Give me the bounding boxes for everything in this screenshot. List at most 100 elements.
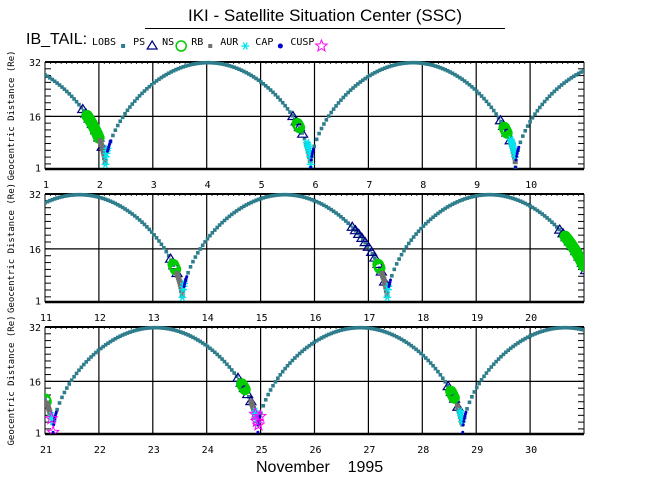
orbit-point	[482, 96, 486, 101]
orbit-point	[552, 89, 557, 94]
asterisk-stroke	[384, 293, 390, 302]
orbit-point	[385, 65, 389, 70]
orbit-point	[128, 105, 132, 109]
asterisk-stroke	[511, 149, 518, 158]
orbit-point	[268, 88, 273, 92]
orbit-point	[67, 92, 72, 96]
orbit-point	[421, 224, 426, 228]
orbit-point	[552, 222, 557, 227]
x-tick-label: 2	[97, 180, 103, 191]
asterisk-stroke	[242, 42, 248, 50]
orbit-point	[557, 227, 562, 232]
orbit-point	[525, 335, 530, 340]
event-markers	[45, 372, 468, 434]
orbit-point	[431, 215, 435, 220]
aur-point	[382, 281, 388, 287]
orbit-point	[280, 192, 285, 197]
orbit-point	[166, 71, 171, 76]
orbit-point	[392, 267, 397, 272]
orbit-point	[145, 326, 149, 330]
orbit-point	[205, 344, 210, 349]
orbit-point	[535, 331, 540, 335]
orbit-point	[285, 107, 290, 111]
x-tick-label: 1	[43, 180, 49, 191]
y-tick-label: 1	[35, 296, 41, 307]
cusp-dot-point	[514, 158, 518, 162]
orbit-point	[111, 133, 115, 138]
orbit-point	[229, 64, 234, 69]
x-tick-label: 25	[256, 445, 268, 456]
orbit-point	[382, 66, 387, 71]
orbit-point	[331, 107, 336, 111]
orbit-point	[521, 134, 525, 138]
cusp-dot-point	[461, 430, 465, 434]
orbit-point	[135, 328, 139, 332]
orbit-point	[307, 197, 312, 201]
orbit-point	[191, 259, 195, 264]
orbit-point	[164, 326, 169, 331]
orbit-point	[445, 205, 450, 209]
orbit-point	[562, 81, 566, 85]
x-tick-label: 19	[471, 313, 483, 324]
orbit-point	[533, 112, 537, 116]
orbit-point	[183, 332, 188, 336]
orbit-point	[474, 194, 479, 198]
orbit-point	[115, 335, 120, 340]
orbit-point	[259, 80, 263, 84]
orbit-point	[215, 61, 220, 66]
orbit-point	[261, 196, 266, 200]
chart-title: IKI - Satellite Situation Center (SSC)	[187, 6, 462, 25]
orbit-point	[198, 247, 203, 251]
orbit-point	[249, 73, 253, 78]
orbit-point	[314, 137, 319, 142]
asterisk-stroke	[102, 160, 108, 169]
orbit-point	[467, 195, 472, 200]
orbit-point	[120, 205, 125, 210]
orbit-point	[188, 62, 193, 67]
orbit-point	[390, 63, 394, 68]
orbit-point	[285, 192, 290, 197]
orbit-point	[348, 88, 353, 92]
orbit-point	[528, 119, 532, 124]
x-tick-label: 29	[471, 445, 483, 456]
x-tick-label: 23	[148, 445, 160, 456]
orbit-point	[433, 366, 438, 371]
orbit-point	[205, 236, 210, 241]
orbit-point	[390, 332, 394, 337]
orbit-point	[424, 61, 428, 66]
orbit-point	[217, 354, 222, 359]
orbit-point	[271, 383, 275, 388]
orbit-point	[521, 200, 525, 205]
orbit-point	[193, 61, 198, 66]
orbit-point	[426, 358, 431, 363]
x-tick-label: 27	[363, 445, 375, 456]
orbit-point	[465, 196, 469, 200]
orbit-point	[411, 60, 416, 65]
orbit-point	[550, 220, 554, 224]
y-tick-label: 32	[29, 58, 41, 69]
orbit-point	[523, 336, 528, 341]
x-tick-label: 15	[256, 313, 268, 324]
orbit-point	[154, 79, 159, 83]
orbit-point	[479, 193, 484, 197]
cusp-dot-point	[309, 158, 313, 162]
orbit-point	[346, 221, 350, 226]
orbit-point	[339, 214, 343, 219]
orbit-point	[273, 92, 278, 97]
orbit-point	[450, 202, 455, 207]
orbit-point	[375, 69, 380, 74]
orbit-point	[351, 326, 355, 330]
legend: LOBS PS NS RB AUR CAP CUSP	[92, 37, 329, 53]
orbit-point	[123, 207, 127, 211]
orbit-point	[431, 63, 435, 68]
orbit-point	[409, 238, 414, 242]
orbit-point	[474, 385, 479, 390]
orbit-point	[266, 194, 270, 199]
orbit-point	[278, 373, 283, 377]
cusp-dot-point	[309, 165, 313, 169]
orbit-point	[482, 374, 486, 379]
orbit-point	[256, 197, 261, 202]
x-tick-label: 24	[202, 445, 214, 456]
orbit-point	[74, 371, 79, 376]
orbit-point	[55, 81, 59, 85]
